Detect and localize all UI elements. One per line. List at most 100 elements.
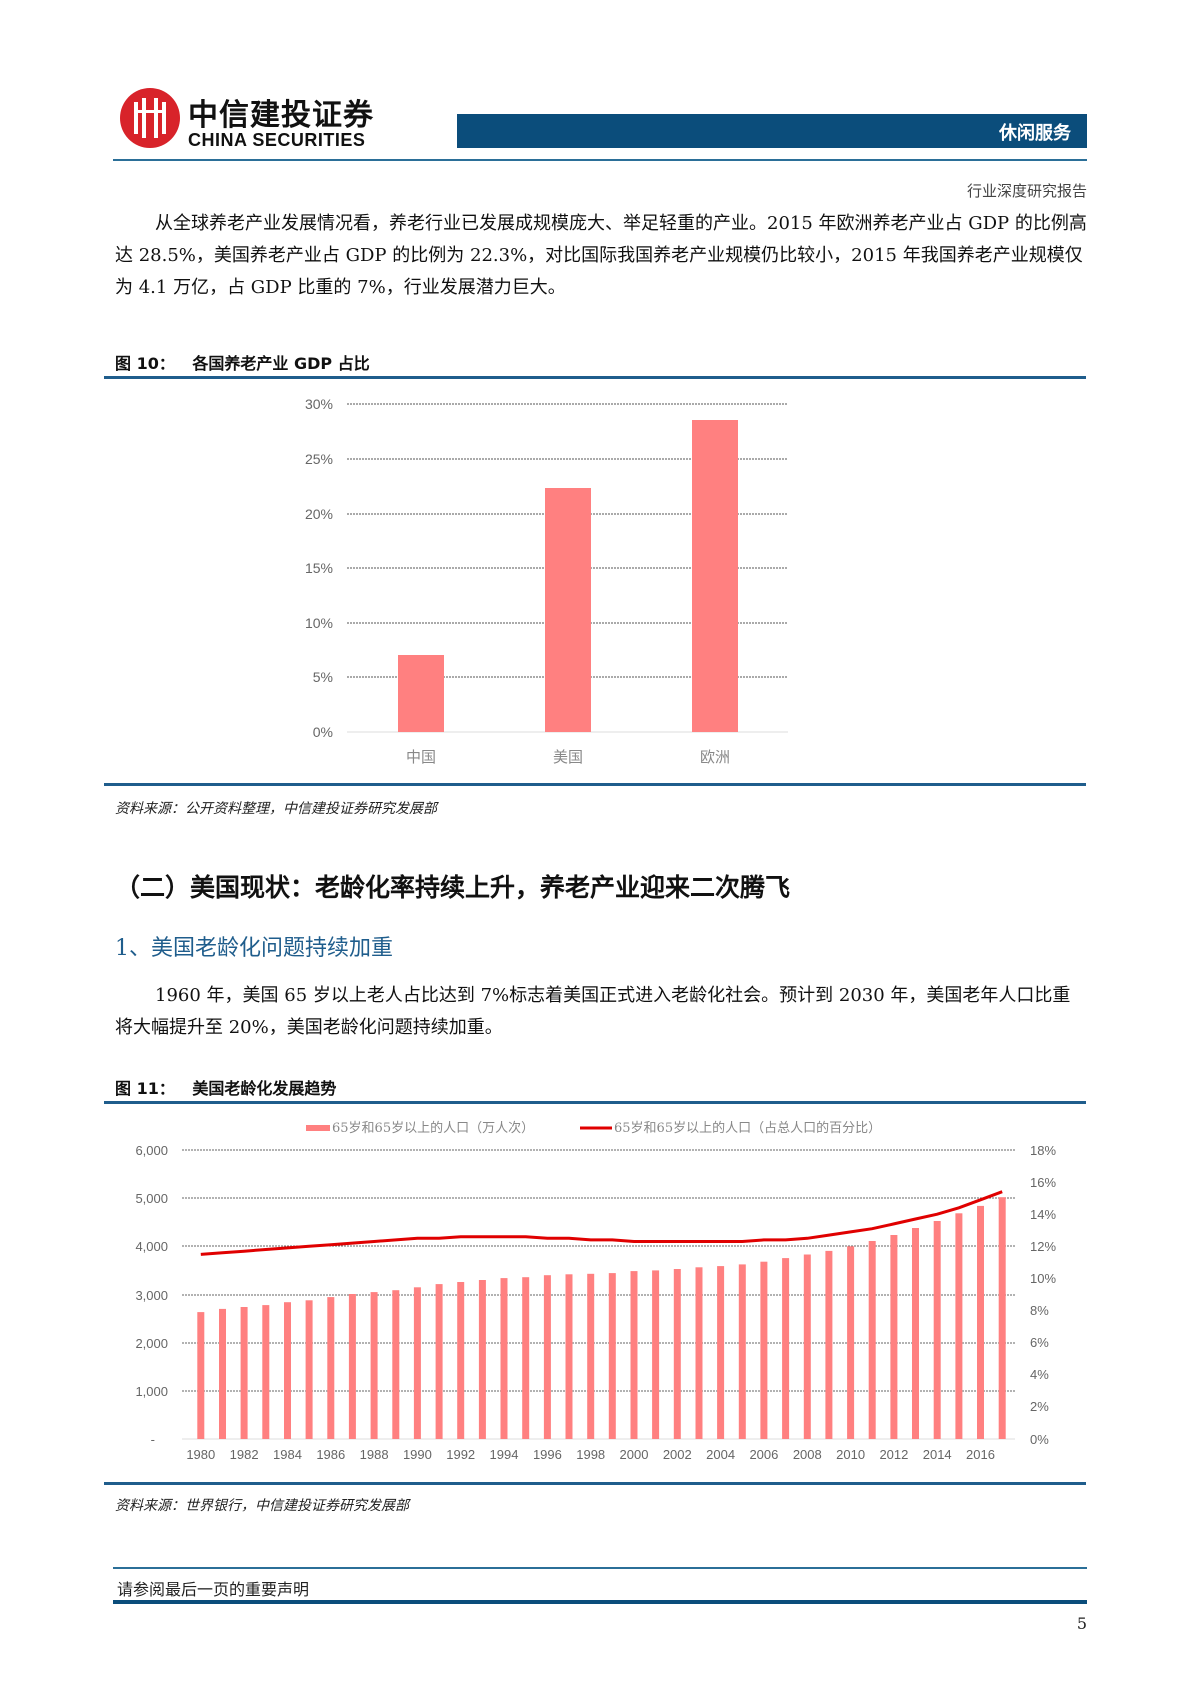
svg-text:25%: 25% bbox=[305, 451, 333, 467]
y-axis-labels: 30% 25% 20% 15% 10% 5% 0% bbox=[305, 396, 333, 740]
svg-text:30%: 30% bbox=[305, 396, 333, 412]
sector-banner: 休闲服务 bbox=[457, 114, 1087, 148]
svg-text:2004: 2004 bbox=[706, 1447, 735, 1462]
svg-text:1986: 1986 bbox=[316, 1447, 345, 1462]
figure-11-title: 美国老龄化发展趋势 bbox=[192, 1079, 337, 1098]
sector-label: 休闲服务 bbox=[999, 123, 1071, 144]
bar-1985 bbox=[305, 1300, 313, 1439]
x-axis-labels: 1980 1982 1984 1986 1988 1990 1992 1994 1996 1998… bbox=[186, 1447, 995, 1462]
company-logo-icon bbox=[120, 88, 180, 148]
svg-text:2008: 2008 bbox=[793, 1447, 822, 1462]
footer-divider bbox=[113, 1567, 1087, 1569]
svg-text:6%: 6% bbox=[1030, 1335, 1049, 1350]
figure-11-bottom-rule bbox=[104, 1482, 1086, 1485]
company-name-cn: 中信建投证券 bbox=[188, 98, 374, 133]
bar-1981 bbox=[219, 1308, 226, 1439]
chart-legend: 65岁和65岁以上的人口（万人次） 65岁和65岁以上的人口（占总人口的百分比） bbox=[306, 1120, 881, 1136]
svg-text:1994: 1994 bbox=[490, 1447, 519, 1462]
svg-text:15%: 15% bbox=[305, 560, 333, 576]
svg-text:2012: 2012 bbox=[879, 1447, 908, 1462]
svg-text:1988: 1988 bbox=[360, 1447, 389, 1462]
svg-text:8%: 8% bbox=[1030, 1303, 1049, 1318]
header-divider bbox=[113, 159, 1087, 161]
svg-text:2%: 2% bbox=[1030, 1399, 1049, 1414]
svg-text:1984: 1984 bbox=[273, 1447, 302, 1462]
figure-11-label: 图 11： bbox=[115, 1079, 175, 1098]
bar-usa bbox=[545, 488, 591, 732]
svg-text:1996: 1996 bbox=[533, 1447, 562, 1462]
percentage-line bbox=[200, 1190, 1003, 1256]
bar-1996 bbox=[543, 1275, 551, 1439]
svg-text:2002: 2002 bbox=[663, 1447, 692, 1462]
figure-10-source: 资料来源：公开资料整理，中信建投证券研究发展部 bbox=[115, 801, 437, 817]
bar-1990 bbox=[413, 1287, 421, 1439]
svg-text:10%: 10% bbox=[1030, 1271, 1056, 1286]
bar-2013 bbox=[912, 1228, 919, 1439]
company-name-en: CHINA SECURITIES bbox=[188, 130, 366, 150]
population-bars bbox=[197, 1197, 1006, 1439]
bar-1983 bbox=[262, 1305, 270, 1439]
svg-text:5,000: 5,000 bbox=[135, 1191, 168, 1206]
bar-1998 bbox=[587, 1273, 595, 1439]
bar-2007 bbox=[782, 1258, 790, 1439]
bar-1999 bbox=[608, 1273, 616, 1439]
svg-text:1992: 1992 bbox=[446, 1447, 475, 1462]
svg-text:0%: 0% bbox=[313, 724, 333, 740]
bar-2014 bbox=[933, 1221, 941, 1439]
svg-text:3,000: 3,000 bbox=[135, 1288, 168, 1303]
figure-10-bottom-rule bbox=[104, 783, 1086, 786]
bar-2010 bbox=[847, 1246, 855, 1439]
footer-rule bbox=[113, 1600, 1087, 1604]
svg-text:2006: 2006 bbox=[749, 1447, 778, 1462]
figure-10-caption: 图 10： 各国养老产业 GDP 占比 bbox=[115, 350, 370, 374]
bar-1980 bbox=[197, 1312, 205, 1439]
bar-1988 bbox=[370, 1292, 378, 1439]
bar-1984 bbox=[284, 1302, 291, 1439]
figure-10-top-rule bbox=[104, 376, 1086, 379]
section-heading: （二）美国现状：老龄化率持续上升，养老产业迎来二次腾飞 bbox=[115, 873, 791, 902]
svg-text:20%: 20% bbox=[305, 506, 333, 522]
svg-text:美国: 美国 bbox=[553, 749, 583, 766]
svg-text:1,000: 1,000 bbox=[135, 1384, 168, 1399]
figure-10-title: 各国养老产业 GDP 占比 bbox=[192, 354, 370, 373]
svg-text:12%: 12% bbox=[1030, 1239, 1056, 1254]
bar-1982 bbox=[240, 1307, 248, 1439]
bar-2003 bbox=[695, 1267, 703, 1439]
left-axis-labels: 6,000 5,000 4,000 3,000 2,000 1,000 - bbox=[135, 1143, 168, 1447]
bar-china bbox=[398, 655, 444, 732]
bar-1992 bbox=[457, 1282, 465, 1439]
svg-text:0%: 0% bbox=[1030, 1432, 1049, 1447]
svg-text:5%: 5% bbox=[313, 669, 333, 685]
bar-2011 bbox=[868, 1241, 876, 1439]
aging-paragraph: 1960 年，美国 65 岁以上老人占比达到 7%标志着美国正式进入老龄化社会。… bbox=[115, 985, 1071, 1038]
figure-11-source: 资料来源：世界银行，中信建投证券研究发展部 bbox=[115, 1498, 409, 1514]
intro-paragraph: 从全球养老产业发展情况看，养老行业已发展成规模庞大、举足轻重的产业。2015 年… bbox=[115, 213, 1087, 298]
right-axis-labels: 18% 16% 14% 12% 10% 8% 6% 4% 2% 0% bbox=[1030, 1143, 1056, 1447]
bars bbox=[398, 420, 738, 732]
subsection-heading: 1、美国老龄化问题持续加重 bbox=[115, 936, 393, 961]
bar-2006 bbox=[760, 1261, 768, 1439]
svg-text:2016: 2016 bbox=[966, 1447, 995, 1462]
svg-text:欧洲: 欧洲 bbox=[700, 749, 730, 766]
bar-2001 bbox=[652, 1270, 660, 1439]
bar-1991 bbox=[435, 1284, 443, 1439]
svg-text:16%: 16% bbox=[1030, 1175, 1056, 1190]
svg-text:1980: 1980 bbox=[186, 1447, 215, 1462]
svg-text:1998: 1998 bbox=[576, 1447, 605, 1462]
figure-11-caption: 图 11： 美国老龄化发展趋势 bbox=[115, 1075, 336, 1099]
svg-text:中国: 中国 bbox=[406, 749, 436, 766]
svg-text:65岁和65岁以上的人口（占总人口的百分比）: 65岁和65岁以上的人口（占总人口的百分比） bbox=[614, 1120, 881, 1136]
bar-2008 bbox=[803, 1254, 811, 1439]
disclaimer-notice: 请参阅最后一页的重要声明 bbox=[117, 1580, 310, 1599]
bar-1997 bbox=[565, 1274, 573, 1439]
svg-text:4%: 4% bbox=[1030, 1367, 1049, 1382]
svg-text:1990: 1990 bbox=[403, 1447, 432, 1462]
figure-10-label: 图 10： bbox=[115, 354, 175, 373]
bar-2002 bbox=[673, 1269, 681, 1439]
svg-text:2014: 2014 bbox=[923, 1447, 952, 1462]
svg-text:2,000: 2,000 bbox=[135, 1336, 168, 1351]
bar-2015 bbox=[955, 1213, 963, 1439]
bar-1994 bbox=[500, 1278, 508, 1439]
y-gridlines bbox=[182, 1149, 1015, 1392]
svg-text:6,000: 6,000 bbox=[135, 1143, 168, 1158]
